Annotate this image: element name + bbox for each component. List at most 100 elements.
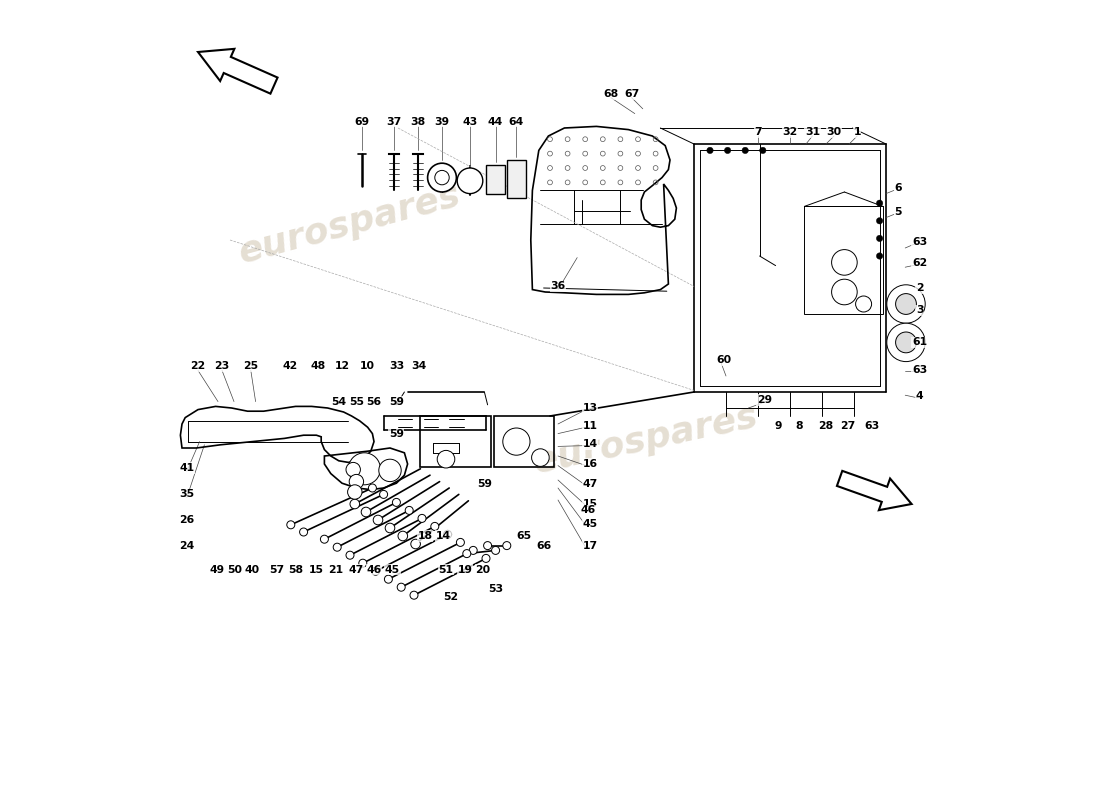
Circle shape: [373, 515, 383, 525]
Circle shape: [385, 523, 395, 533]
Text: 56: 56: [366, 397, 382, 406]
Text: 44: 44: [488, 117, 503, 126]
Text: 52: 52: [443, 592, 459, 602]
Text: 55: 55: [349, 397, 364, 406]
Circle shape: [877, 235, 883, 242]
Circle shape: [393, 498, 400, 506]
Text: 63: 63: [864, 421, 879, 430]
Circle shape: [299, 528, 308, 536]
Circle shape: [887, 285, 925, 323]
Text: 68: 68: [603, 90, 618, 99]
Text: 59: 59: [477, 479, 492, 489]
Circle shape: [359, 559, 366, 567]
Circle shape: [428, 163, 456, 192]
Circle shape: [482, 554, 490, 562]
Text: 45: 45: [385, 565, 400, 574]
Circle shape: [346, 462, 361, 477]
Bar: [486, 165, 505, 194]
Text: 42: 42: [283, 362, 298, 371]
Text: 21: 21: [328, 565, 343, 574]
Circle shape: [410, 539, 420, 549]
Circle shape: [431, 522, 439, 530]
Text: 58: 58: [288, 565, 304, 574]
Circle shape: [348, 485, 362, 499]
Text: 46: 46: [366, 565, 382, 574]
Text: 69: 69: [354, 117, 370, 126]
Text: 47: 47: [582, 479, 597, 489]
Circle shape: [443, 530, 452, 538]
Circle shape: [349, 474, 364, 489]
Text: 32: 32: [782, 127, 797, 137]
Text: 13: 13: [582, 403, 597, 413]
Text: 33: 33: [388, 362, 404, 371]
Text: 34: 34: [411, 362, 427, 371]
Text: 8: 8: [796, 421, 803, 430]
Circle shape: [378, 459, 402, 482]
Circle shape: [405, 506, 414, 514]
Text: 63: 63: [912, 365, 927, 374]
Circle shape: [877, 253, 883, 259]
Circle shape: [349, 453, 381, 485]
Circle shape: [895, 332, 916, 353]
Text: 50: 50: [228, 565, 242, 574]
Text: 4: 4: [916, 391, 923, 401]
Circle shape: [458, 168, 483, 194]
Text: 40: 40: [245, 565, 260, 574]
Circle shape: [434, 170, 449, 185]
Text: 65: 65: [517, 531, 532, 541]
Circle shape: [384, 575, 393, 583]
Text: 36: 36: [550, 282, 565, 291]
Text: 63: 63: [912, 237, 927, 246]
Text: 37: 37: [386, 117, 402, 126]
Text: 14: 14: [582, 439, 597, 449]
Text: 39: 39: [434, 117, 450, 126]
Circle shape: [877, 218, 883, 224]
Circle shape: [398, 531, 408, 541]
Bar: [804, 206, 883, 314]
Text: 59: 59: [389, 397, 404, 406]
Circle shape: [503, 428, 530, 455]
Circle shape: [418, 514, 426, 522]
Text: 20: 20: [475, 565, 491, 574]
Bar: [420, 416, 491, 467]
Text: 10: 10: [360, 362, 375, 371]
Circle shape: [877, 200, 883, 206]
Bar: [494, 416, 554, 467]
Text: eurospares: eurospares: [235, 178, 465, 270]
Text: 27: 27: [840, 421, 855, 430]
Circle shape: [397, 583, 405, 591]
FancyArrow shape: [837, 471, 912, 510]
Text: 17: 17: [582, 541, 597, 550]
Circle shape: [368, 484, 376, 492]
Text: 24: 24: [179, 541, 195, 550]
Text: 15: 15: [583, 499, 597, 509]
Circle shape: [492, 546, 499, 554]
Circle shape: [437, 450, 454, 468]
Text: 54: 54: [331, 397, 346, 406]
Text: 30: 30: [826, 127, 842, 137]
Text: 23: 23: [214, 362, 230, 371]
Text: 67: 67: [624, 90, 639, 99]
Circle shape: [470, 546, 477, 554]
Text: 3: 3: [916, 306, 923, 315]
Text: 9: 9: [774, 421, 782, 430]
Circle shape: [320, 535, 329, 543]
Text: 45: 45: [582, 519, 597, 529]
Circle shape: [742, 147, 748, 154]
Text: 16: 16: [582, 459, 597, 469]
Text: 38: 38: [410, 117, 426, 126]
Bar: [507, 160, 526, 198]
Circle shape: [333, 543, 341, 551]
Text: 41: 41: [179, 463, 195, 473]
Text: 11: 11: [583, 421, 597, 430]
Text: 28: 28: [818, 421, 834, 430]
Text: 31: 31: [805, 127, 820, 137]
Circle shape: [856, 296, 871, 312]
Text: 7: 7: [755, 127, 762, 137]
Text: 15: 15: [309, 565, 323, 574]
Text: 48: 48: [310, 362, 326, 371]
Text: 49: 49: [210, 565, 224, 574]
Text: 59: 59: [389, 429, 404, 438]
Text: 46: 46: [581, 506, 596, 515]
Text: 53: 53: [488, 584, 503, 594]
